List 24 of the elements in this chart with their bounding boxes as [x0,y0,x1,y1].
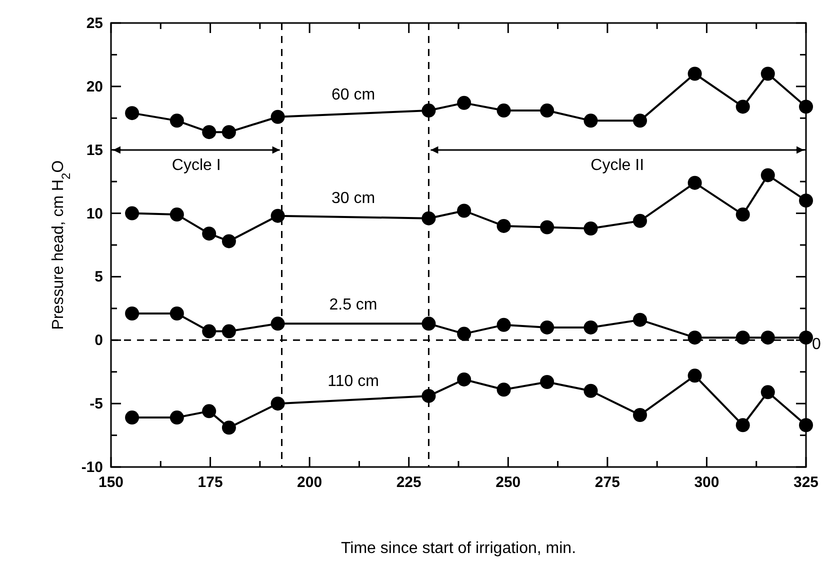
series-label: 60 cm [331,86,376,104]
annotation: Cycle I [172,156,221,174]
y-tick-label: 10 [86,205,103,222]
series-label: 30 cm [331,190,376,208]
x-tick-label: 275 [594,474,620,491]
series-label: 110 cm [328,372,379,390]
y-tick-label: 20 [86,78,103,96]
y-tick-label: -10 [81,459,103,476]
x-tick-label: 150 [98,474,124,491]
y-tick-label: 0 [94,332,103,350]
y-tick-label: 25 [86,15,103,32]
ref-line-label: 0 [812,336,821,354]
y-tick-label: -5 [90,396,103,413]
x-tick-label: 175 [198,474,223,491]
x-tick-label: 200 [297,474,322,491]
x-tick-label: 250 [496,474,521,491]
y-tick-label: 15 [86,142,103,159]
annotation: Cycle II [590,156,644,174]
y-tick-label: 5 [94,268,103,286]
x-axis-title: Time since start of irrigation, min. [340,540,576,557]
x-tick-label: 225 [396,474,422,491]
x-tick-label: 300 [694,474,720,491]
series-label: 2.5 cm [329,296,378,314]
x-tick-label: 325 [793,474,819,491]
